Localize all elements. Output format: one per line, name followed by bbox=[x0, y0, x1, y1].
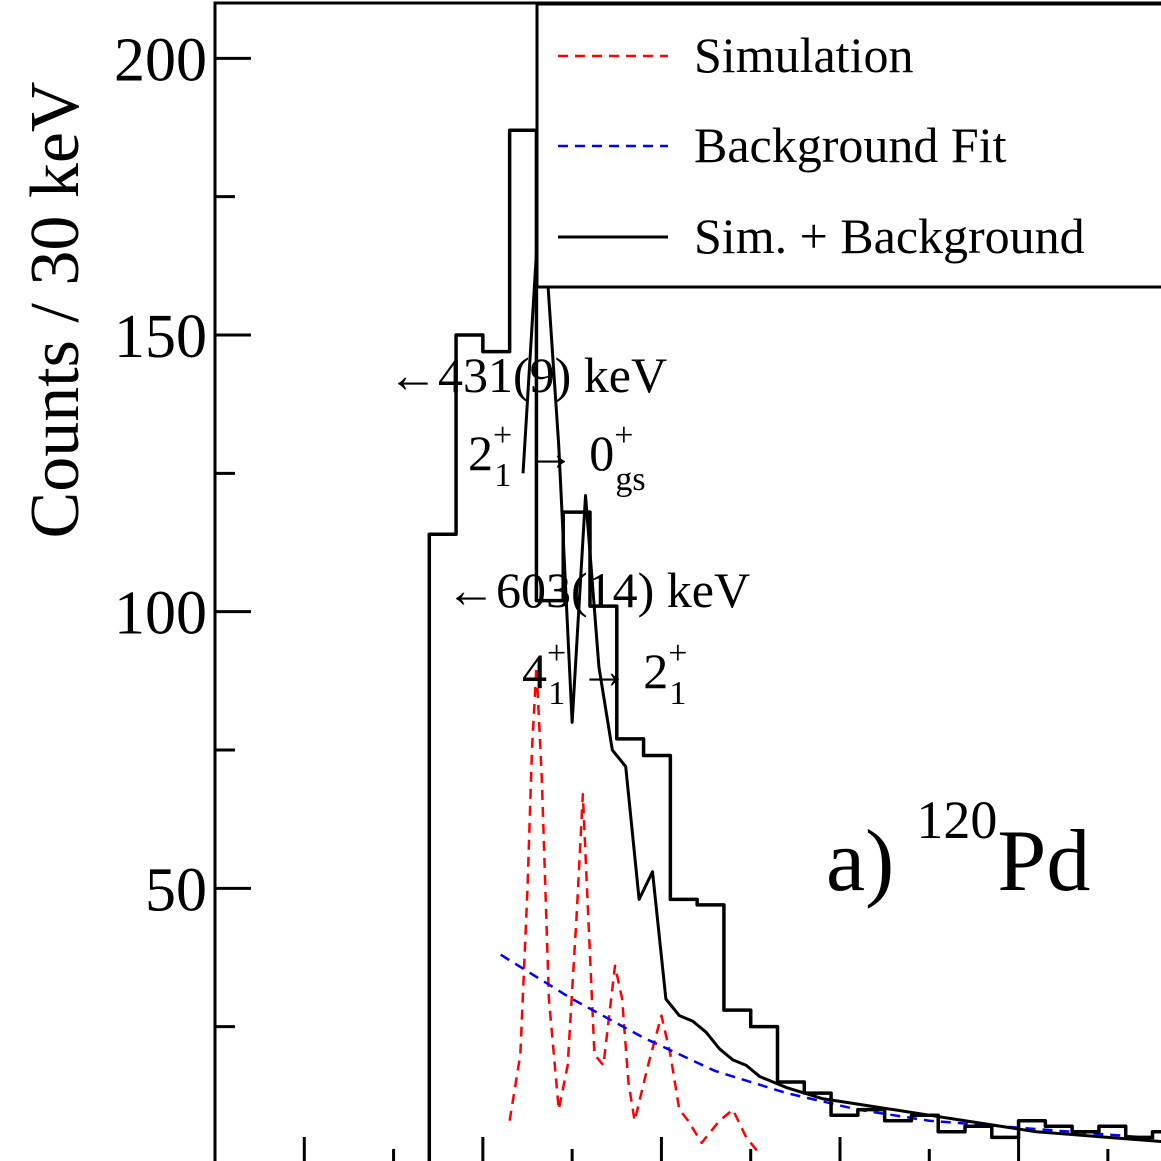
y-axis-label: Counts / 30 keV bbox=[17, 82, 94, 539]
t1-initial: 2 bbox=[468, 425, 493, 481]
annotation-431kev: ←431(9) keV 2+ 1 → 0+ gs bbox=[388, 347, 667, 498]
t2-arrow: → bbox=[579, 643, 629, 699]
x-axis-ticks bbox=[302, 1137, 1110, 1161]
y-tick-label: 200 bbox=[114, 26, 207, 94]
series-layer bbox=[427, 128, 1161, 1161]
annotation-431-value: 431(9) keV bbox=[438, 347, 667, 403]
annotation-603-energy: ←603(14) keV bbox=[446, 562, 750, 618]
legend-label-background-fit: Background Fit bbox=[694, 117, 1007, 173]
legend-label-sim-background: Sim. + Background bbox=[694, 208, 1085, 264]
axis-ticks: 50 100 150 200 bbox=[114, 26, 251, 1029]
annotation-431-transition: 2+ 1 → 0+ gs bbox=[468, 417, 646, 498]
t2-initial-sup: + bbox=[547, 635, 566, 672]
t1-initial-sub: 1 bbox=[494, 457, 511, 494]
t1-final: 0 bbox=[589, 425, 614, 481]
t1-final-sub: gs bbox=[615, 461, 645, 498]
panel-element: Pd bbox=[997, 813, 1090, 910]
series-data bbox=[427, 128, 1161, 1161]
y-tick-label: 150 bbox=[114, 303, 207, 371]
annotation-603kev: ←603(14) keV 4+ 1 → 2+ 1 bbox=[446, 562, 750, 712]
series-simulation bbox=[508, 665, 761, 1155]
y-tick-label: 50 bbox=[145, 856, 207, 924]
legend-label-simulation: Simulation bbox=[694, 27, 913, 83]
series-sim-background bbox=[521, 178, 1161, 1143]
annotation-603-arrow: ← bbox=[446, 562, 496, 618]
t1-initial-sup: + bbox=[493, 417, 512, 454]
t2-initial: 4 bbox=[522, 643, 547, 699]
panel-mass: 120 bbox=[916, 790, 997, 850]
legend: Simulation Background Fit Sim. + Backgro… bbox=[535, 2, 1161, 289]
t2-initial-sub: 1 bbox=[548, 675, 565, 712]
t2-final-sub: 1 bbox=[669, 675, 686, 712]
annotation-603-value: 603(14) keV bbox=[496, 562, 750, 618]
t1-final-sup: + bbox=[614, 417, 633, 454]
annotation-431-energy: ←431(9) keV bbox=[388, 347, 667, 403]
annotation-603-transition: 4+ 1 → 2+ 1 bbox=[522, 635, 687, 712]
t2-final-sup: + bbox=[668, 635, 687, 672]
panel-prefix: a) bbox=[826, 813, 894, 910]
y-tick-label: 100 bbox=[114, 580, 207, 648]
t2-final: 2 bbox=[643, 643, 668, 699]
annotation-431-arrow: ← bbox=[388, 347, 438, 403]
legend-box bbox=[535, 2, 1161, 289]
t1-arrow: → bbox=[525, 425, 575, 481]
panel-label: a) 120Pd bbox=[826, 790, 1090, 910]
